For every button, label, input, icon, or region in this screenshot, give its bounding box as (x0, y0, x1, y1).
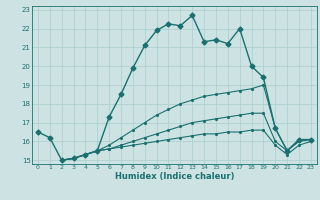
X-axis label: Humidex (Indice chaleur): Humidex (Indice chaleur) (115, 172, 234, 181)
